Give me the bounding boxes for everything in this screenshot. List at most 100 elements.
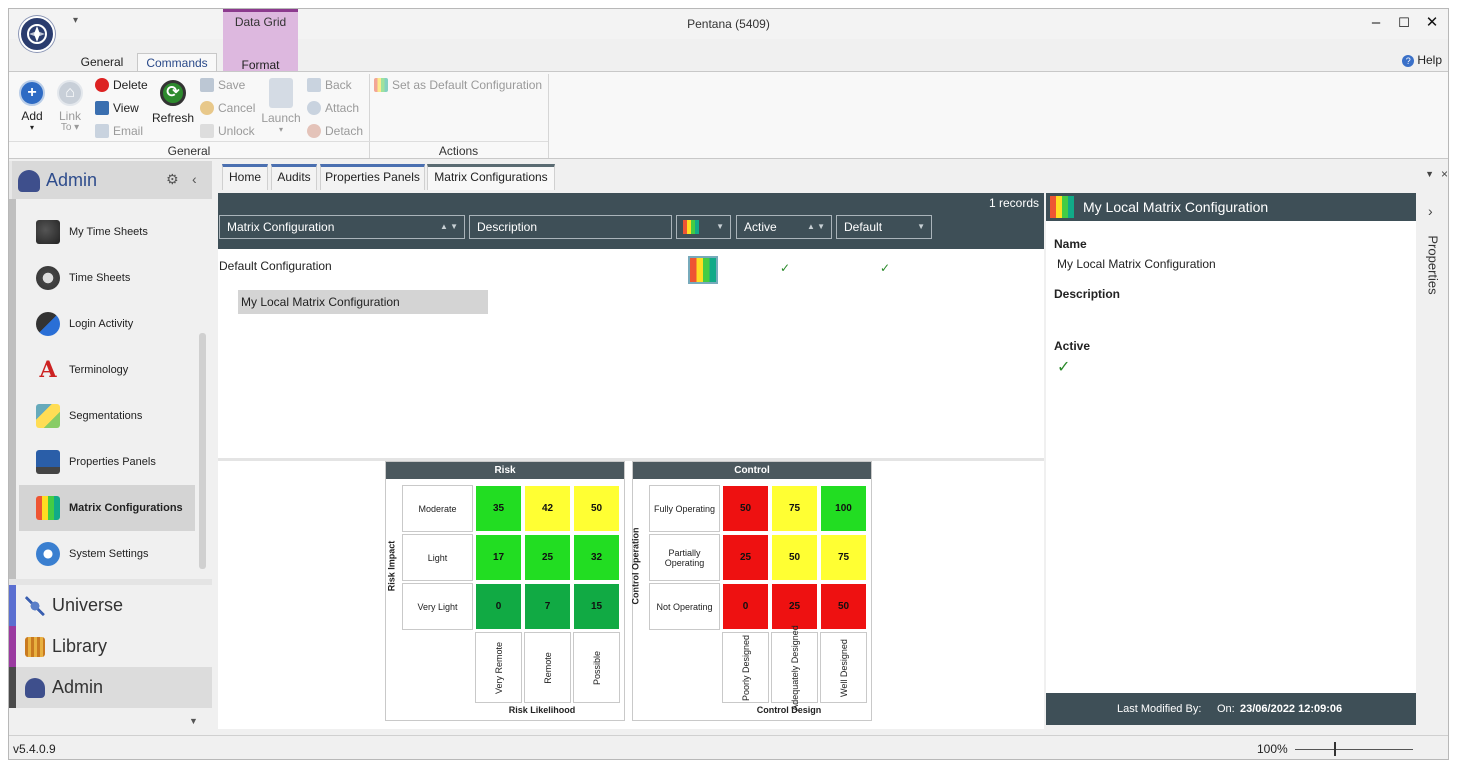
set-default-config-button[interactable]: Set as Default Configuration [374, 76, 542, 94]
library-icon [25, 636, 45, 657]
name-value: My Local Matrix Configuration [1057, 257, 1216, 271]
filter-icon[interactable]: ▼ [716, 222, 724, 231]
risk-matrix-title: Risk [386, 462, 624, 479]
nav-section-universe[interactable]: Universe [9, 585, 212, 626]
matrix-row-label: Moderate [402, 485, 473, 532]
nav-section-admin[interactable]: Admin [9, 667, 212, 708]
nav-section-library[interactable]: Library [9, 626, 212, 667]
app-logo-icon[interactable] [19, 16, 55, 52]
launch-button[interactable]: Launch ▾ [259, 78, 303, 136]
launch-icon [269, 78, 293, 108]
settings-gear-icon[interactable]: ⚙ [166, 171, 179, 187]
link-to-button[interactable]: ⌂ Link To ▾ [53, 80, 87, 134]
group-separator [548, 74, 549, 158]
column-header-default[interactable]: Default ▼ [836, 215, 932, 239]
nav-item-label: Segmentations [69, 410, 143, 422]
delete-button[interactable]: Delete [95, 76, 148, 94]
unlock-icon [200, 124, 214, 138]
add-button[interactable]: + Add ▾ [15, 80, 49, 134]
nav-overflow-chevron-icon[interactable]: ▼ [189, 716, 198, 726]
risk-x-axis-label: Risk Likelihood [508, 705, 576, 715]
nav-splitter[interactable] [9, 579, 212, 585]
maximize-button[interactable]: ☐ [1398, 15, 1410, 30]
zoom-slider-track[interactable] [1295, 749, 1413, 750]
refresh-button[interactable]: ⟳ Refresh [151, 80, 195, 124]
nav-item-system-settings[interactable]: System Settings [19, 531, 195, 577]
column-header-matrix-icon[interactable]: ▼ [676, 215, 731, 239]
control-x-axis-label: Control Design [756, 705, 822, 715]
close-button[interactable]: ✕ [1425, 14, 1439, 31]
nav-item-login-activity[interactable]: Login Activity [19, 301, 195, 347]
tab-format[interactable]: Format [241, 58, 280, 72]
nav-item-label: Properties Panels [69, 456, 156, 468]
nav-item-segmentations[interactable]: Segmentations [19, 393, 195, 439]
matrix-column-label: Remote [524, 632, 571, 703]
tab-general[interactable]: General [80, 55, 124, 69]
matrix-cell: 0 [722, 583, 769, 630]
tab-audits[interactable]: Audits [271, 164, 317, 190]
grid-header-bar: 1 records Matrix Configuration ▲ ▼ Descri… [218, 193, 1044, 249]
nav-item-my-time-sheets[interactable]: My Time Sheets [19, 209, 195, 255]
child-row-selected[interactable]: My Local Matrix Configuration [238, 290, 488, 314]
column-header-active[interactable]: Active ▲ ▼ [736, 215, 832, 239]
ribbon-tabs: General Commands ? Help [9, 39, 1448, 71]
matrix-column-text: Very Remote [493, 641, 504, 694]
matrix-column-label: Adequately Designed [771, 625, 818, 710]
nav-item-label: My Time Sheets [69, 226, 148, 238]
column-label: Default [844, 220, 883, 234]
save-button[interactable]: Save [200, 76, 245, 94]
tab-properties-panels[interactable]: Properties Panels [320, 164, 425, 190]
detach-icon [307, 124, 321, 138]
nav-item-time-sheets[interactable]: Time Sheets [19, 255, 195, 301]
properties-side-tab[interactable]: › Properties [1417, 193, 1448, 725]
close-tab-icon[interactable]: × [1440, 167, 1448, 181]
back-label: Back [325, 78, 352, 92]
cancel-button[interactable]: Cancel [200, 99, 255, 117]
view-button[interactable]: View [95, 99, 139, 117]
column-label: Description [477, 220, 538, 234]
tab-home[interactable]: Home [222, 164, 268, 190]
refresh-icon: ⟳ [160, 80, 186, 106]
nav-item-terminology[interactable]: A Terminology [19, 347, 195, 393]
group-separator [369, 74, 370, 158]
help-button[interactable]: ? Help [1402, 53, 1442, 67]
app-window: ▾ Pentana (5409) – ☐ ✕ Data Grid Format … [8, 8, 1449, 760]
nav-section-label: Library [52, 636, 108, 656]
back-button[interactable]: Back [307, 76, 352, 94]
cancel-icon [200, 101, 214, 115]
zoom-slider-thumb[interactable] [1334, 742, 1336, 756]
tab-commands[interactable]: Commands [137, 53, 217, 71]
record-count: 1 records [988, 196, 1039, 210]
matrix-column-text: Poorly Designed [740, 634, 751, 701]
attach-label: Attach [325, 101, 360, 115]
sort-filter-icon[interactable]: ▲ ▼ [439, 222, 458, 231]
attach-button[interactable]: Attach [307, 99, 359, 117]
admin-user-icon [18, 170, 40, 192]
matrix-cell: 7 [524, 583, 571, 630]
risk-y-axis-label: Risk Impact [386, 540, 397, 592]
nav-scrollbar-thumb[interactable] [199, 333, 206, 569]
detach-button[interactable]: Detach [307, 122, 363, 140]
matrix-preview-icon[interactable] [688, 256, 718, 284]
collapse-nav-icon[interactable]: ‹ [192, 171, 197, 187]
column-header-matrix-configuration[interactable]: Matrix Configuration ▲ ▼ [219, 215, 465, 239]
minimize-button[interactable]: – [1371, 14, 1381, 31]
admin-user-icon [25, 677, 45, 698]
quick-access-dropdown[interactable]: ▾ [73, 15, 79, 26]
nav-section-label: Admin [52, 677, 104, 697]
help-label: Help [1417, 53, 1442, 67]
tab-matrix-configurations[interactable]: Matrix Configurations [427, 164, 555, 190]
nav-item-properties-panels[interactable]: Properties Panels [19, 439, 195, 485]
table-row[interactable]: Default Configuration ✓ ✓ [218, 251, 1044, 299]
save-icon [200, 78, 214, 92]
pane-splitter[interactable] [218, 458, 1044, 461]
email-button[interactable]: Email [95, 122, 143, 140]
chevron-right-icon[interactable]: › [1428, 203, 1433, 219]
filter-icon[interactable]: ▼ [917, 222, 925, 231]
sort-filter-icon[interactable]: ▲ ▼ [806, 222, 825, 231]
tab-list-dropdown-icon[interactable]: ▼ [1425, 169, 1434, 179]
column-header-description[interactable]: Description [469, 215, 672, 239]
nav-item-matrix-configurations[interactable]: Matrix Configurations [19, 485, 195, 531]
unlock-button[interactable]: Unlock [200, 122, 255, 140]
back-icon [307, 78, 321, 92]
